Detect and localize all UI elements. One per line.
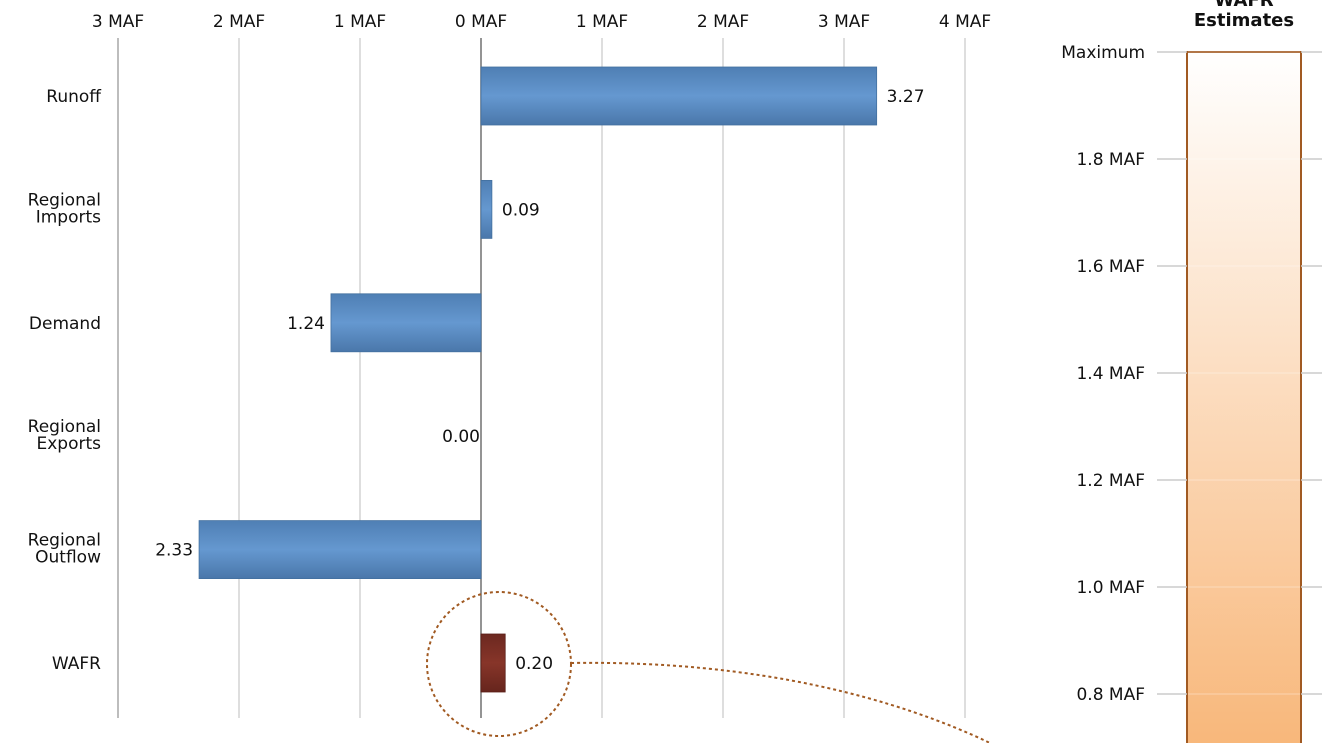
data-label: 1.24	[287, 314, 325, 334]
scale-gradient-bar	[1186, 51, 1302, 743]
category-label: Demand	[29, 314, 101, 334]
grid-lines	[117, 38, 966, 718]
bar-regional-outflow	[198, 520, 482, 579]
x-tick-label: 2 MAF	[697, 12, 749, 32]
bar-runoff	[480, 66, 878, 126]
x-tick-label: 1 MAF	[576, 12, 628, 32]
scale-tick-label: 1.6 MAF	[1076, 257, 1145, 277]
category-label: Regional	[28, 417, 101, 437]
category-label: Outflow	[35, 548, 101, 568]
data-label: 0.20	[515, 654, 553, 674]
x-tick-label: 4 MAF	[939, 12, 991, 32]
labels: 3 MAF 2 MAF 1 MAF 0 MAF 1 MAF 2 MAF 3 MAF 4 MAF…	[28, 12, 991, 674]
category-label: Regional	[28, 531, 101, 551]
bar-wafr	[480, 633, 506, 693]
scale-tick-label: 1.0 MAF	[1076, 578, 1145, 598]
scale-tick-label: 1.8 MAF	[1076, 150, 1145, 170]
x-tick-label: 0 MAF	[455, 12, 507, 32]
scale-tick-label: Maximum	[1061, 43, 1145, 63]
data-label: 3.27	[887, 87, 925, 107]
data-label: 0.00	[442, 427, 480, 447]
callout-circle	[426, 591, 572, 737]
x-tick-label: 2 MAF	[213, 12, 265, 32]
wafr-callout	[426, 591, 991, 743]
category-label: Runoff	[46, 87, 102, 107]
scale-title: Estimates	[1194, 10, 1294, 31]
scale-title: WAFR	[1214, 0, 1273, 11]
bar-demand	[330, 293, 482, 353]
x-tick-label: 3 MAF	[92, 12, 144, 32]
data-label: 2.33	[155, 541, 193, 561]
data-label: 0.09	[502, 200, 540, 220]
bar-regional-imports	[480, 179, 493, 239]
x-tick-label: 3 MAF	[818, 12, 870, 32]
category-label: WAFR	[52, 654, 101, 674]
x-tick-label: 1 MAF	[334, 12, 386, 32]
scale-tick-label: 0.8 MAF	[1076, 685, 1145, 705]
category-label: Exports	[36, 434, 101, 454]
bars	[198, 66, 878, 693]
scale-tick-label: 1.4 MAF	[1076, 364, 1145, 384]
category-label: Imports	[36, 207, 101, 227]
scale-tick-label: 1.2 MAF	[1076, 471, 1145, 491]
callout-connector	[570, 661, 991, 743]
category-label: Regional	[28, 190, 101, 210]
